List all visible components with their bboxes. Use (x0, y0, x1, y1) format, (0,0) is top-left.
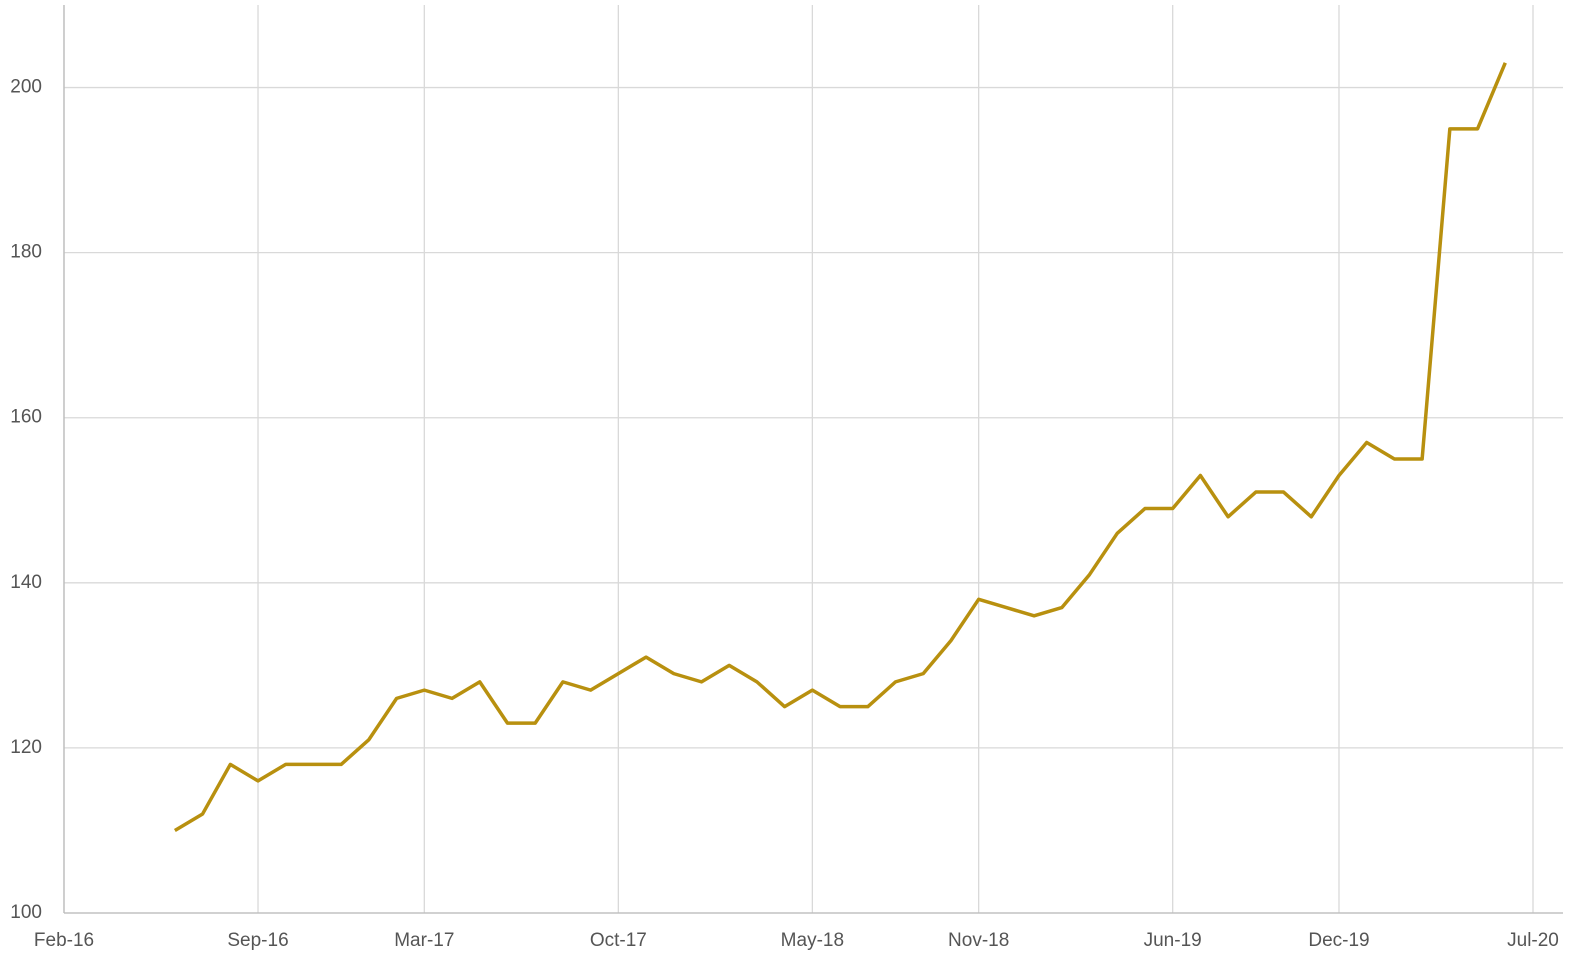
y-tick-label: 140 (10, 572, 42, 593)
y-tick-label: 180 (10, 242, 42, 263)
y-tick-label: 200 (10, 77, 42, 98)
x-tick-label: Feb-16 (34, 930, 94, 951)
x-tick-label: Dec-19 (1308, 930, 1369, 951)
x-tick-label: Jun-19 (1144, 930, 1202, 951)
data-line (175, 63, 1505, 831)
x-tick-label: Sep-16 (227, 930, 288, 951)
chart: 100 120 140 160 180 200 Feb-16 Sep-16 Mar-17 Oct-… (0, 0, 1580, 961)
y-tick-label: 120 (10, 737, 42, 758)
x-tick-label: Jul-20 (1507, 930, 1559, 951)
y-tick-label: 160 (10, 407, 42, 428)
x-tick-label: May-18 (781, 930, 844, 951)
x-tick-label: Mar-17 (394, 930, 454, 951)
x-tick-label: Oct-17 (590, 930, 647, 951)
y-tick-label: 100 (10, 902, 42, 923)
page: {"chart_data": {"type": "line", "x": ["2… (0, 0, 1580, 961)
x-tick-label: Nov-18 (948, 930, 1009, 951)
